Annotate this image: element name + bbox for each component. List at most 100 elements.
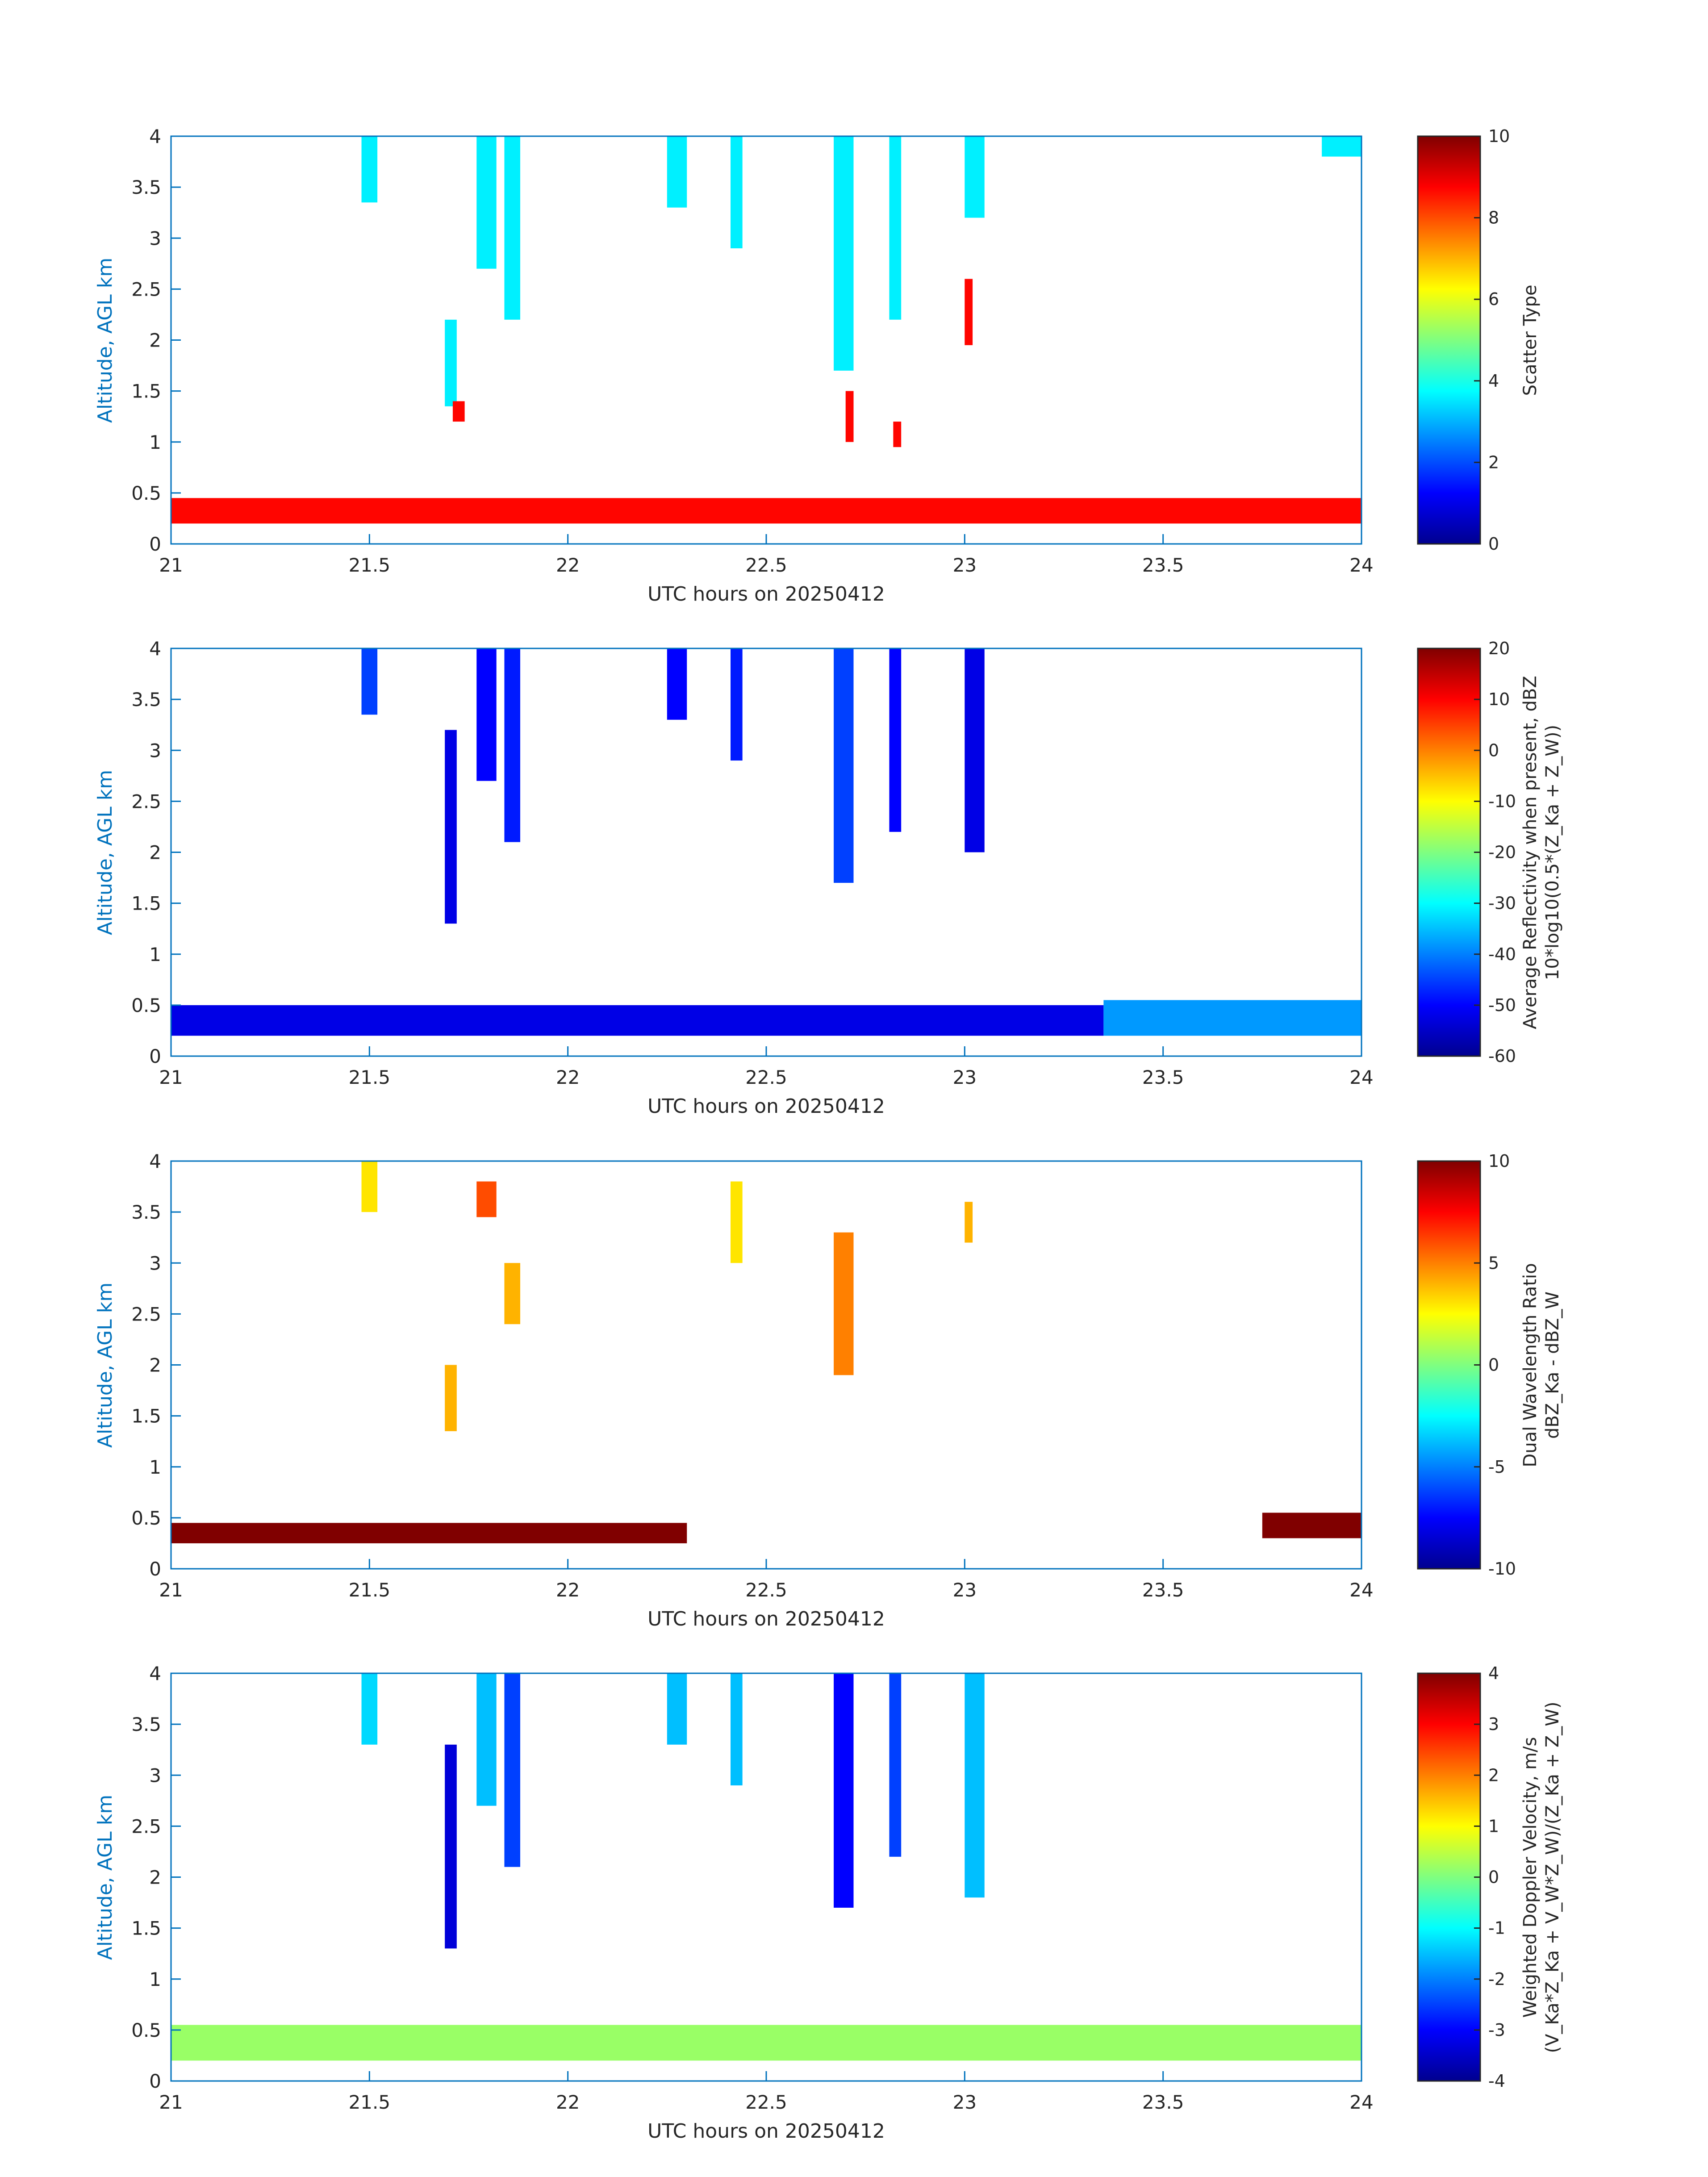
heat-cell (445, 319, 457, 406)
colorbar-label: Dual Wavelength Ratio (1520, 1263, 1541, 1467)
y-tick-label: 3 (149, 740, 161, 761)
colorbar-tick-label: 0 (1488, 1868, 1499, 1887)
colorbar-tick-label: 0 (1488, 534, 1499, 554)
heat-cell (476, 136, 497, 269)
heat-cell (504, 1263, 521, 1325)
x-tick-label: 22.5 (745, 554, 787, 576)
colorbar-tick-label: -1 (1488, 1918, 1505, 1938)
colorbar-tick-labels: -60 -50 -40 -30 -20 -10 0 10 20 (1474, 639, 1516, 1066)
colorbar-tick-label: -10 (1488, 791, 1516, 811)
y-tick-label: 2 (149, 1867, 161, 1889)
colorbar-tick-label: 1 (1488, 1816, 1499, 1836)
colorbar-tick-label: 5 (1488, 1253, 1499, 1273)
heat-cell (361, 1161, 378, 1212)
heat-cell (731, 648, 743, 761)
y-tick-label: 2 (149, 842, 161, 864)
colorbar-tick-label: -2 (1488, 1969, 1505, 1989)
x-tick-label: 21 (159, 1066, 183, 1088)
y-tick-label: 0 (149, 1558, 161, 1580)
colorbar-tick-labels: 0 2 4 6 8 10 (1474, 126, 1510, 554)
y-tick-labels: 0 0.5 1 1.5 2 2.5 3 3.5 4 (131, 1663, 181, 2092)
heat-cell (731, 1673, 743, 1786)
heat-cell (445, 730, 457, 924)
x-tick-label: 23 (953, 1579, 977, 1601)
x-tick-label: 23 (953, 554, 977, 576)
heatmap-layers (171, 136, 1361, 524)
colorbar-tick-label: -60 (1488, 1046, 1516, 1066)
colorbar-tick-label: -4 (1488, 2071, 1505, 2091)
heatmap-layers (171, 1673, 1361, 2061)
heat-cell (476, 1181, 497, 1217)
heat-cell (504, 136, 521, 320)
plot-frame (170, 1160, 1362, 1570)
x-tick-labels: 21 21.5 22 22.5 23 23.5 24 (159, 534, 1374, 576)
heat-cell (504, 648, 521, 842)
panel-dual-wavelength-ratio: 21 21.5 22 22.5 23 23.5 24 00.511.522.533.54 U… (94, 1150, 1563, 1630)
heat-cell (845, 391, 854, 442)
x-tick-label: 21 (159, 2091, 183, 2113)
y-tick-label: 3 (149, 1764, 161, 1786)
colorbar-tick-label: 6 (1488, 289, 1499, 309)
heat-cell (171, 1005, 1104, 1036)
y-tick-label: 1 (149, 1456, 161, 1478)
heat-cell (1322, 136, 1361, 157)
x-tick-label: 21.5 (349, 2091, 391, 2113)
y-tick-label: 0.5 (131, 1507, 161, 1529)
x-tick-label: 22 (556, 554, 580, 576)
y-tick-labels: 0 0.5 1 1.5 2 2.5 3 3.5 4 (131, 1150, 181, 1580)
y-tick-label: 0.5 (131, 2019, 161, 2041)
x-tick-label: 23 (953, 2091, 977, 2113)
x-tick-labels: 21 21.5 22 22.5 23 23.5 24 (159, 1559, 1374, 1601)
heat-cell (452, 401, 465, 422)
colorbar-tick-label: -5 (1488, 1457, 1505, 1477)
x-tick-label: 23.5 (1142, 1579, 1184, 1601)
heat-cell (171, 2025, 1361, 2061)
heat-cell (361, 1673, 378, 1745)
colorbar-tick-label: 0 (1488, 1355, 1499, 1375)
x-tick-label: 23 (953, 1066, 977, 1088)
heatmap-layers (171, 648, 1361, 1036)
y-tick-label: 1 (149, 1968, 161, 1990)
x-tick-label: 23.5 (1142, 2091, 1184, 2113)
x-tick-label: 22.5 (745, 1066, 787, 1088)
x-tick-label: 22.5 (745, 2091, 787, 2113)
y-tick-label: 0.5 (131, 994, 161, 1016)
x-tick-label: 21.5 (349, 1066, 391, 1088)
heat-cell (445, 1744, 457, 1949)
y-tick-label: 4 (149, 1663, 161, 1684)
y-axis-label: Altitude, AGL km (94, 770, 117, 935)
y-axis-label: Altitude, AGL km (94, 1795, 117, 1960)
y-tick-label: 3 (149, 227, 161, 249)
y-tick-label: 1.5 (131, 1405, 161, 1427)
y-tick-labels: 0 0.5 1 1.5 2 2.5 3 3.5 4 (131, 638, 181, 1067)
colorbar-tick-label: -40 (1488, 944, 1516, 964)
heat-cell (834, 1673, 854, 1908)
heat-cell (476, 1673, 497, 1806)
colorbar (1417, 648, 1481, 1057)
heat-cell (1262, 1513, 1361, 1538)
panel-weighted-doppler-velocity: 21 21.5 22 22.5 23 23.5 24 00.511.522.533.54 U… (94, 1663, 1563, 2143)
colorbar-tick-label: 10 (1488, 126, 1510, 146)
x-tick-labels: 21 21.5 22 22.5 23 23.5 24 (159, 1046, 1374, 1088)
panel-scatter-type: 21 21.5 22 22.5 23 23.5 24 00.511.522.533.54 U… (94, 125, 1541, 606)
heat-cell (965, 279, 973, 345)
colorbar-tick-label: 4 (1488, 1663, 1499, 1683)
colorbar-tick-label: 2 (1488, 1765, 1499, 1785)
colorbar-tick-label: -10 (1488, 1559, 1516, 1579)
y-tick-label: 1.5 (131, 1918, 161, 1939)
heat-cell (965, 136, 985, 218)
x-axis-label: UTC hours on 20250412 (647, 583, 885, 606)
colorbar-tick-label: 3 (1488, 1714, 1499, 1734)
y-tick-label: 2.5 (131, 790, 161, 812)
y-tick-label: 3.5 (131, 1713, 161, 1735)
colorbar (1417, 135, 1481, 545)
colorbar-tick-label: 10 (1488, 689, 1510, 709)
colorbar-sublabel: (V_Ka*Z_Ka + V_W*Z_W)/(Z_Ka + Z_W) (1542, 1702, 1563, 2053)
heat-cell (889, 136, 902, 320)
colorbar-tick-label: 8 (1488, 208, 1499, 228)
heat-cell (445, 1365, 457, 1431)
heatmap-layers (171, 1161, 1361, 1543)
y-tick-label: 4 (149, 1150, 161, 1172)
heat-cell (834, 136, 854, 371)
y-tick-label: 1 (149, 944, 161, 965)
